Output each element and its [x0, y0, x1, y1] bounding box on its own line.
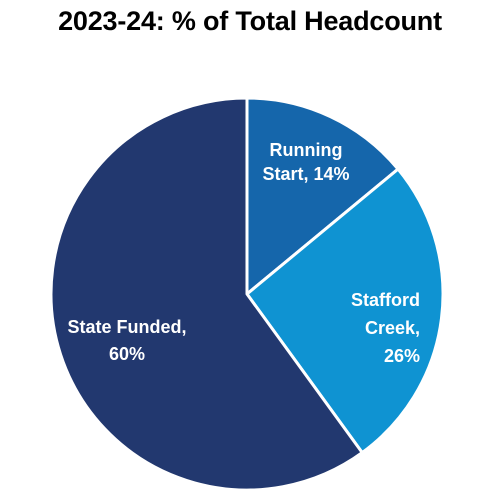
slice-label-stafford-creek: Stafford Creek, 26% — [351, 290, 420, 366]
chart-title: 2023-24: % of Total Headcount — [58, 6, 442, 36]
pie-labels: Running Start, 14% Stafford Creek, 26% State … — [67, 140, 420, 366]
slice-label-line: 60% — [109, 344, 145, 364]
pie-slices — [49, 96, 445, 492]
slice-label-line: Start, 14% — [262, 164, 349, 184]
slice-label-line: Running — [270, 140, 343, 160]
pie-slice-stafford-creek — [245, 167, 445, 455]
pie-slice-running-start — [245, 96, 400, 296]
slice-label-state-funded: State Funded, 60% — [67, 317, 186, 364]
slice-label-line: Creek, — [365, 318, 420, 338]
pie-slice-state-funded — [49, 96, 364, 492]
slice-label-line: Stafford — [351, 290, 420, 310]
slice-label-running-start: Running Start, 14% — [262, 140, 349, 184]
slice-label-line: State Funded, — [67, 317, 186, 337]
slice-label-line: 26% — [384, 346, 420, 366]
